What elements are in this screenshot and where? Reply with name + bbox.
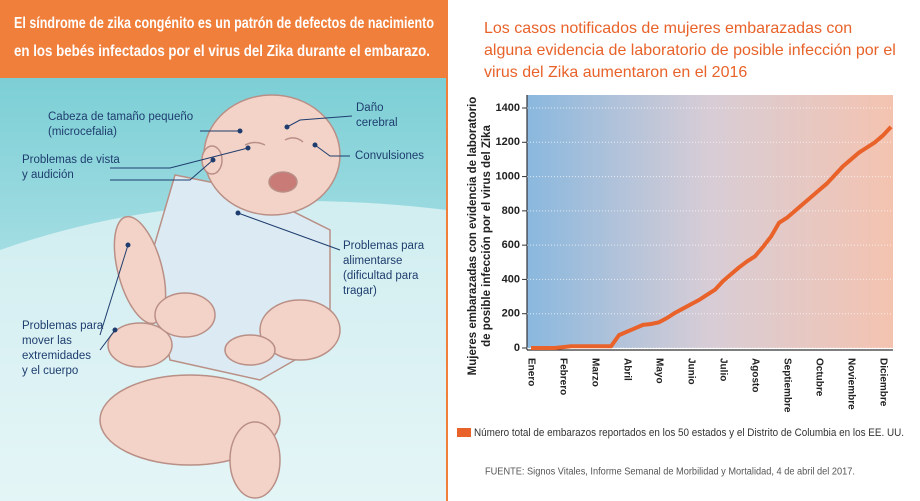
annotation: Daño (356, 102, 384, 114)
header-line: en los bebés infectados por el virus del… (14, 43, 430, 60)
annotation: Convulsiones (355, 150, 424, 162)
x-tick-label: Marzo (589, 358, 600, 387)
annotation: tragar) (343, 285, 377, 297)
x-tick-label: Julio (717, 358, 728, 381)
leader-lines (99, 115, 353, 351)
y-tick-label: 0 (514, 342, 520, 354)
plot-background (527, 95, 893, 348)
x-tick-label: Junio (685, 358, 696, 385)
y-axis-label: Mujeres embarazadas con evidencia de lab… (467, 96, 493, 376)
x-tick-label: Noviembre (845, 358, 856, 410)
y-tick-label: 400 (502, 273, 520, 285)
x-tick-label: Abril (621, 358, 632, 381)
annotation: alimentarse (343, 255, 402, 267)
x-tick-label: Diciembre (877, 358, 888, 407)
annotation: y audición (22, 169, 74, 181)
y-tick-label: 600 (502, 239, 520, 251)
line (531, 125, 893, 350)
annotation: mover las (22, 335, 72, 347)
legend-label: Número total de embarazos reportados en … (474, 427, 904, 439)
chart-title: Los casos notificados de mujeres embaraz… (484, 20, 896, 81)
annotation: (microcefalia) (48, 126, 117, 138)
x-tick-label: Agosto (749, 358, 760, 392)
header-line: El síndrome de zika congénito es un patr… (14, 15, 434, 32)
x-tick-label: Enero (525, 358, 536, 386)
annotation: Problemas para (22, 320, 104, 332)
annotation: Cabeza de tamaño pequeño (48, 111, 193, 123)
y-tick-label: 1200 (496, 136, 520, 148)
annotation: (dificultad para (343, 270, 419, 282)
header-band (0, 0, 447, 78)
annotation: Problemas de vista (22, 154, 120, 166)
x-tick-label: Mayo (653, 358, 664, 384)
y-tick-label: 1400 (496, 102, 520, 114)
annotation: cerebral (356, 117, 398, 129)
baby-illustration (99, 94, 341, 499)
x-tick-label: Octubre (813, 358, 824, 397)
x-tick-label: Septiembre (781, 358, 792, 413)
y-tick-label: 800 (502, 205, 520, 217)
y-tick-label: 200 (502, 308, 520, 320)
annotation: y el cuerpo (22, 365, 78, 377)
x-tick-label: Febrero (557, 358, 568, 395)
y-tick-label: 1000 (496, 170, 520, 182)
source: FUENTE: Signos Vitales, Informe Semanal … (485, 467, 855, 478)
annotation: Problemas para (343, 240, 425, 252)
legend-swatch (457, 428, 471, 437)
annotation: extremidades (22, 350, 91, 362)
